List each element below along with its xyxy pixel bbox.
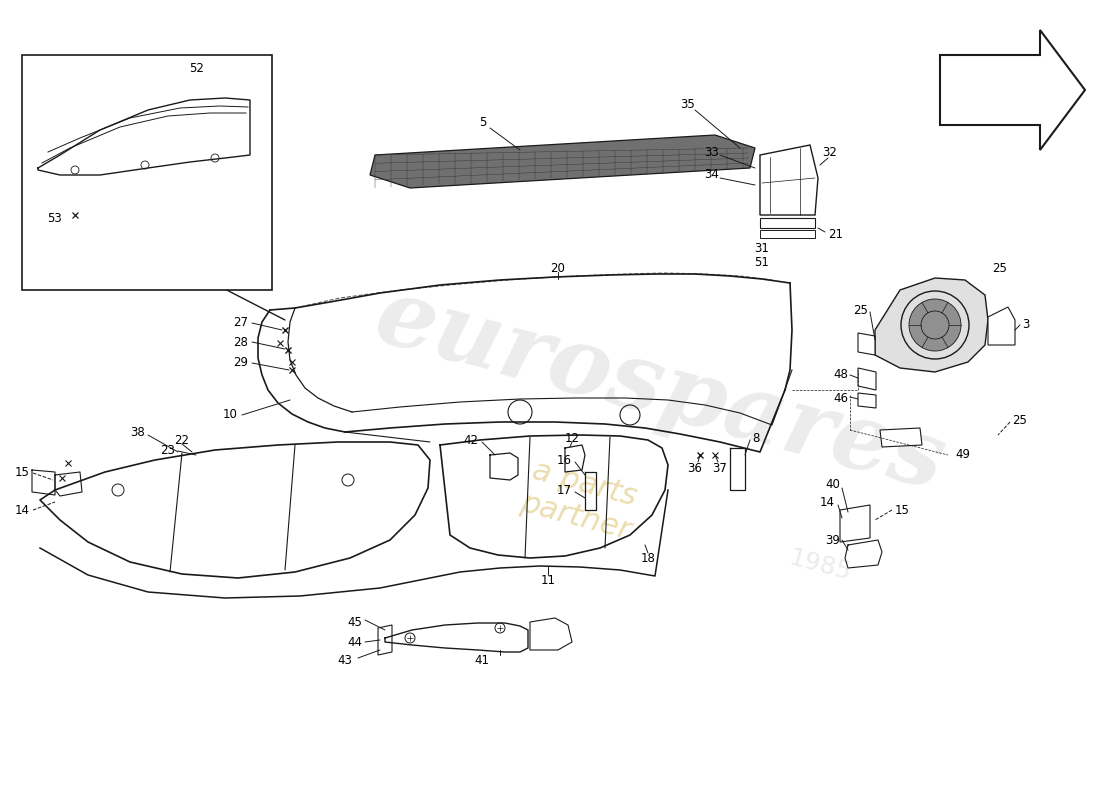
Text: 15: 15 <box>895 503 910 517</box>
Text: 31: 31 <box>755 242 769 254</box>
Text: 20: 20 <box>551 262 565 274</box>
Text: 38: 38 <box>130 426 145 438</box>
Text: 41: 41 <box>474 654 490 666</box>
Circle shape <box>909 299 961 351</box>
Text: 35: 35 <box>681 98 695 111</box>
Text: eurospares: eurospares <box>365 270 955 510</box>
Text: 32: 32 <box>823 146 837 158</box>
Text: 42: 42 <box>463 434 478 446</box>
Text: 25: 25 <box>1012 414 1027 426</box>
Polygon shape <box>760 218 815 228</box>
Text: 44: 44 <box>346 635 362 649</box>
Text: 49: 49 <box>955 449 970 462</box>
Text: 48: 48 <box>833 369 848 382</box>
Text: 22: 22 <box>175 434 189 446</box>
Text: 39: 39 <box>825 534 840 546</box>
Polygon shape <box>858 333 874 355</box>
Text: 3: 3 <box>1022 318 1030 331</box>
Text: 25: 25 <box>854 303 868 317</box>
Text: 8: 8 <box>752 431 759 445</box>
Polygon shape <box>880 428 922 447</box>
Text: 34: 34 <box>705 169 719 182</box>
Text: 37: 37 <box>713 462 727 474</box>
Polygon shape <box>940 30 1085 150</box>
Text: 28: 28 <box>233 335 248 349</box>
Polygon shape <box>760 145 818 215</box>
Text: 53: 53 <box>47 211 63 225</box>
Text: 29: 29 <box>233 355 248 369</box>
Text: 25: 25 <box>992 262 1007 274</box>
Text: 14: 14 <box>15 503 30 517</box>
Text: 27: 27 <box>233 315 248 329</box>
Text: 43: 43 <box>337 654 352 666</box>
Polygon shape <box>858 368 876 390</box>
Polygon shape <box>378 625 392 655</box>
Text: 12: 12 <box>564 431 580 445</box>
Text: 1985: 1985 <box>786 545 854 585</box>
Polygon shape <box>370 135 755 188</box>
Text: 16: 16 <box>557 454 572 466</box>
Text: 33: 33 <box>705 146 719 158</box>
Polygon shape <box>840 505 870 542</box>
Text: 46: 46 <box>833 391 848 405</box>
Text: 45: 45 <box>348 615 362 629</box>
Text: 17: 17 <box>557 483 572 497</box>
Text: 18: 18 <box>640 551 656 565</box>
Polygon shape <box>530 618 572 650</box>
Text: 11: 11 <box>540 574 556 586</box>
Text: 10: 10 <box>223 409 238 422</box>
Text: 21: 21 <box>828 229 844 242</box>
Text: 15: 15 <box>15 466 30 478</box>
Text: 51: 51 <box>755 255 769 269</box>
Text: 52: 52 <box>189 62 205 74</box>
Text: 5: 5 <box>480 115 486 129</box>
Text: 14: 14 <box>820 495 835 509</box>
Text: 23: 23 <box>161 443 175 457</box>
Polygon shape <box>874 278 988 372</box>
Polygon shape <box>988 307 1015 345</box>
Text: 40: 40 <box>825 478 840 491</box>
Bar <box>22 55 272 290</box>
Polygon shape <box>760 230 815 238</box>
Text: 36: 36 <box>688 462 703 474</box>
Polygon shape <box>858 393 876 408</box>
Text: a parts
partner: a parts partner <box>517 455 642 545</box>
